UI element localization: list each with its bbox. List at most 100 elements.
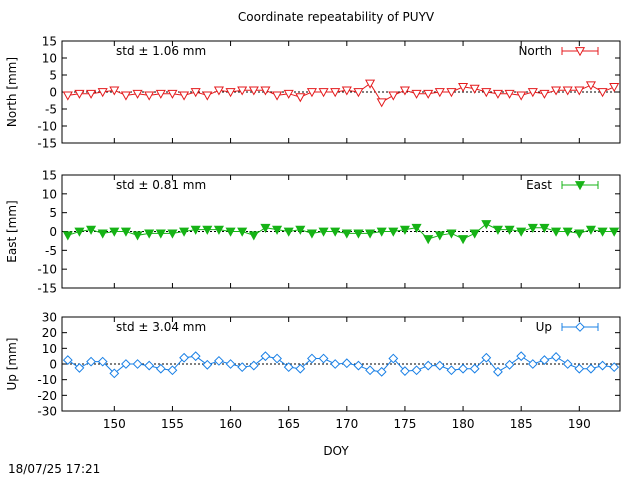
panel-north-data-point (423, 89, 434, 99)
chart-panels: -15 -10 -5 0 5 10 15 North [mm] std ± 1.06 mm Nor… (5, 35, 621, 431)
panel-east-legend-label: East (526, 178, 552, 192)
panel-up-ytick-label: 0 (49, 358, 57, 372)
panel-up-std-annotation: std ± 3.04 mm (116, 320, 206, 334)
panel-east: -15 -10 -5 0 5 10 15 East [mm] std ± 0.81 mm East (5, 169, 621, 296)
panel-north-data-point (353, 88, 364, 98)
panel-east-data-point (481, 220, 492, 230)
panel-north-data-point (167, 89, 178, 99)
panel-up-data-point (341, 358, 352, 369)
panel-east-data-point (306, 229, 317, 239)
panel-north-data-point (86, 89, 97, 99)
panel-north-data-point (120, 91, 131, 101)
panel-north-data-point (318, 88, 329, 98)
panel-up-data-point (86, 356, 96, 367)
panel-north-data-point (551, 86, 562, 96)
panel-east-data-point (144, 229, 155, 239)
panel-east-data-point (353, 229, 364, 239)
panel-up-data-point (562, 359, 573, 369)
panel-up-data-point (551, 352, 561, 362)
panel-up-data-point (388, 353, 399, 364)
x-tick-label: 175 (393, 417, 416, 431)
panel-east-data-point (376, 227, 387, 237)
panel-north-data-point (144, 91, 155, 101)
panel-east-ytick-label: 5 (49, 206, 57, 220)
panel-north-data-point (109, 86, 120, 96)
panel-east-data-point (434, 231, 445, 241)
panel-east-data-point (272, 225, 283, 235)
panel-east-data-point (202, 225, 213, 235)
panel-north-ytick-label: 15 (42, 35, 57, 49)
panel-north-data-point (562, 86, 573, 96)
panel-up-data-point (214, 355, 224, 366)
panel-up-data-point (434, 360, 445, 371)
x-tick-label: 155 (161, 417, 184, 431)
panel-north-data-point (225, 88, 236, 98)
panel-north-data-point (190, 88, 201, 98)
panel-east-ytick-label: 10 (42, 187, 57, 201)
panel-north-data-point (434, 88, 445, 98)
panel-north-ytick-label: 5 (49, 69, 57, 83)
panel-up-y-axis-label: Up [mm] (5, 338, 19, 391)
panel-east-ytick-label: 15 (42, 169, 57, 183)
panel-up-data-point (446, 365, 457, 376)
panel-north-data-point (609, 83, 620, 93)
panel-up-legend-marker (575, 322, 585, 332)
panel-up-data-point (62, 355, 73, 365)
panel-up-legend-label: Up (536, 320, 552, 334)
panel-east-data-point (225, 227, 236, 237)
panel-up-data-point (609, 362, 620, 373)
panel-north-data-point (132, 89, 143, 99)
panel-north-data-point (411, 89, 422, 99)
panel-north-data-point (527, 88, 538, 98)
panel-north-data-point (272, 91, 283, 101)
x-axis-label: DOY (323, 444, 349, 458)
panel-east-data-point (86, 225, 97, 235)
panel-up-data-point (179, 352, 189, 363)
panel-north-ytick-label: 0 (49, 86, 57, 100)
panel-north-data-point (574, 86, 585, 96)
panel-up-data-point (597, 360, 608, 371)
panel-east-data-point (516, 227, 527, 237)
panel-up-data-point (307, 353, 317, 364)
panel-east-data-point (190, 225, 201, 235)
panel-north-data-point (492, 89, 503, 99)
panel-up-data-point (539, 355, 550, 365)
panel-north-data-point (202, 91, 213, 101)
panel-east-data-point (213, 225, 224, 235)
panel-east-data-point (109, 227, 120, 237)
panel-up-data-point (376, 366, 387, 377)
panel-east-data-point (260, 223, 271, 233)
panel-east-data-point (132, 231, 143, 241)
x-tick-label: 185 (510, 417, 533, 431)
panel-up-data-point (469, 363, 480, 374)
panel-east-data-point (539, 223, 550, 233)
panel-up-data-point (283, 362, 294, 373)
panel-east-data-point (330, 227, 341, 237)
panel-east-data-point (597, 227, 608, 237)
panel-north-ytick-label: -5 (45, 103, 57, 117)
panel-up-ytick-label: 30 (42, 311, 57, 325)
panel-east-data-point (469, 229, 480, 239)
panel-north-data-point (585, 81, 596, 91)
panel-east-ytick-label: 0 (49, 225, 57, 239)
panel-east-data-point (248, 231, 259, 241)
panel-up-ytick-label: -20 (37, 389, 57, 403)
panel-north-data-point (376, 98, 387, 108)
panel-east-data-point (97, 229, 108, 239)
panel-east-data-point (585, 225, 596, 235)
panel-up-data-point (330, 359, 341, 369)
panel-east-data-point (167, 229, 178, 239)
panel-north-data-point (399, 86, 410, 96)
panel-up-data-point (493, 366, 503, 377)
panel-north-data-point (458, 83, 469, 93)
panel-up-data-point (586, 363, 596, 374)
panel-north-legend-label: North (518, 44, 552, 58)
panel-north-data-point (213, 86, 224, 96)
panel-north-ytick-label: -15 (37, 137, 57, 151)
panel-north-data-point (504, 89, 515, 99)
x-tick-label: 180 (452, 417, 475, 431)
panel-north-data-point (155, 89, 166, 99)
panel-up-data-point (74, 363, 85, 373)
panel-up-data-point (225, 359, 236, 369)
